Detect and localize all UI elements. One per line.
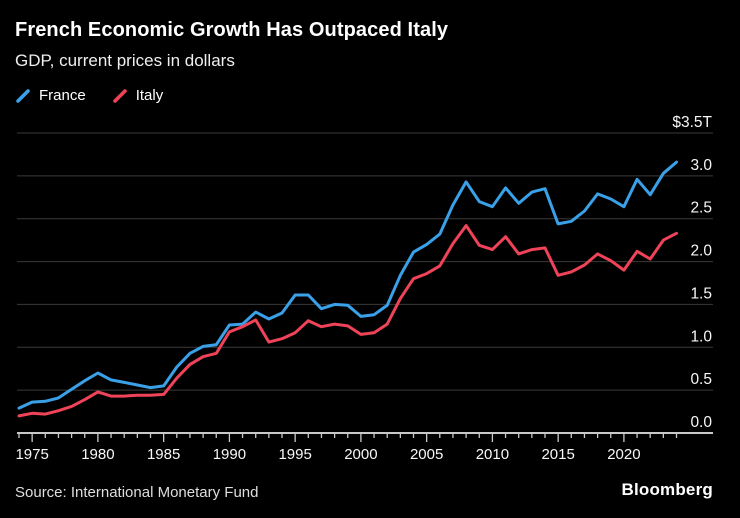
y-tick-label: 1.5 xyxy=(690,285,712,302)
x-tick-label: 2015 xyxy=(541,446,574,463)
y-tick-label: 0.5 xyxy=(690,371,712,388)
x-tick-label: 1980 xyxy=(81,446,114,463)
x-tick-label: 1995 xyxy=(278,446,311,463)
bloomberg-logo: Bloomberg xyxy=(621,480,713,499)
x-tick-label: 2000 xyxy=(344,446,377,463)
chart-title: French Economic Growth Has Outpaced Ital… xyxy=(15,19,449,41)
y-tick-label: 0.0 xyxy=(690,414,712,431)
x-tick-label: 2005 xyxy=(410,446,443,463)
y-tick-label: 3.0 xyxy=(690,157,712,174)
y-tick-label: 2.0 xyxy=(690,243,712,260)
red-slash-icon xyxy=(112,88,127,103)
legend: France Italy xyxy=(15,87,163,104)
legend-label-italy: Italy xyxy=(135,87,164,104)
x-tick-label: 2020 xyxy=(607,446,640,463)
y-tick-label: $3.5T xyxy=(672,114,712,131)
series-line-france xyxy=(17,160,678,410)
x-tick-label: 1975 xyxy=(15,446,48,463)
x-tick-label: 1985 xyxy=(147,446,180,463)
x-tick-label: 1990 xyxy=(213,446,246,463)
legend-item-france: France xyxy=(15,87,86,104)
series-line-italy xyxy=(17,224,678,418)
y-tick-label: 2.5 xyxy=(690,200,712,217)
y-tick-label: 1.0 xyxy=(690,328,712,345)
legend-label-france: France xyxy=(39,87,86,104)
x-tick-label: 2010 xyxy=(476,446,509,463)
legend-item-italy: Italy xyxy=(112,87,164,104)
chart-subtitle: GDP, current prices in dollars xyxy=(15,51,235,70)
blue-slash-icon xyxy=(16,88,30,103)
source-label: Source: International Monetary Fund xyxy=(15,484,259,501)
